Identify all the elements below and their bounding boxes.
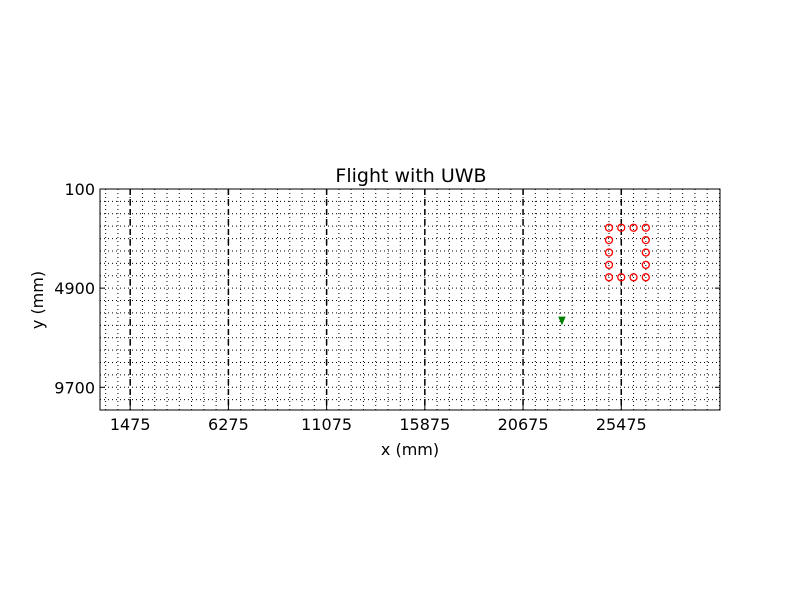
x-axis-label: x (mm) [381,440,439,459]
x-tick-label: 15875 [399,415,450,434]
y-tick-label: 9700 [54,378,95,397]
y-axis-label: y (mm) [28,271,47,329]
x-tick-label: 1475 [110,415,151,434]
data-point [629,273,638,282]
data-point [558,316,566,326]
x-tick-label: 25475 [596,415,647,434]
plot-frame [99,188,721,411]
x-tick-label: 11075 [301,415,352,434]
data-point [641,235,650,245]
chart-title: Flight with UWB [335,165,486,187]
data-point [604,273,614,282]
data-point [617,273,626,282]
data-point [604,223,614,232]
x-tick-label: 20675 [498,415,549,434]
data-point [641,248,650,257]
data-point [641,260,650,270]
data-point [641,273,650,282]
y-tick-label: 100 [64,180,95,199]
x-tick-label: 6275 [208,415,249,434]
data-point [604,235,614,245]
data-point [641,223,650,232]
y-tick-label: 4900 [54,279,95,298]
data-point [604,248,614,257]
data-point [629,223,638,232]
tick-layer: 1475 6275 11075 15875 20675 25475 100 4900 9700 [54,180,720,434]
data-point [604,260,614,270]
plot-layer [558,223,650,326]
data-point [617,223,626,232]
grid-layer [100,188,720,410]
